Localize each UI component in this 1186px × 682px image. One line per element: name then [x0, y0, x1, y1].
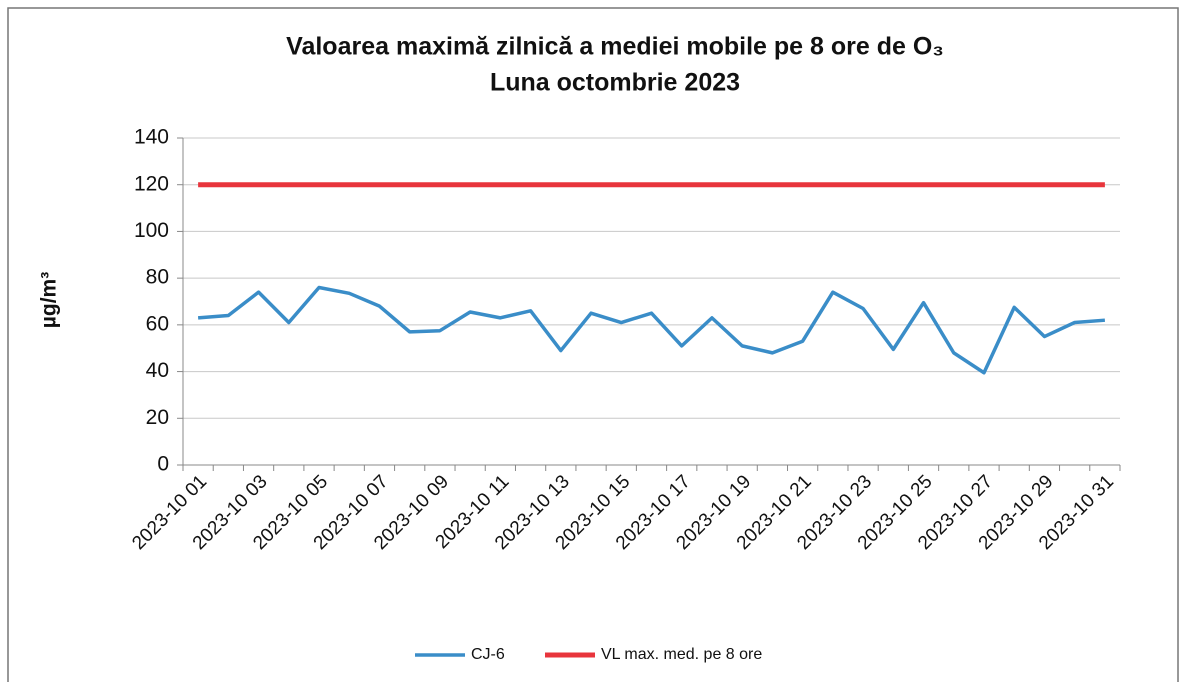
frame [7, 7, 1179, 682]
y-tick-label: 40 [146, 359, 169, 382]
chart-title: Valoarea maximă zilnică a mediei mobile … [286, 33, 944, 61]
legend-label: VL max. med. pe 8 ore [601, 646, 762, 663]
y-tick-label: 120 [134, 172, 169, 195]
y-axis-label: µg/m³ [38, 272, 61, 328]
y-tick-label: 60 [146, 312, 169, 335]
series-line [197, 285, 1106, 375]
y-tick-label: 0 [157, 453, 169, 476]
legend-label: CJ-6 [471, 646, 505, 663]
y-tick-label: 80 [146, 266, 169, 289]
y-tick-label: 20 [146, 406, 169, 429]
y-tick-label: 140 [134, 126, 169, 149]
y-tick-label: 100 [134, 219, 169, 242]
chart-subtitle: Luna octombrie 2023 [490, 69, 740, 97]
